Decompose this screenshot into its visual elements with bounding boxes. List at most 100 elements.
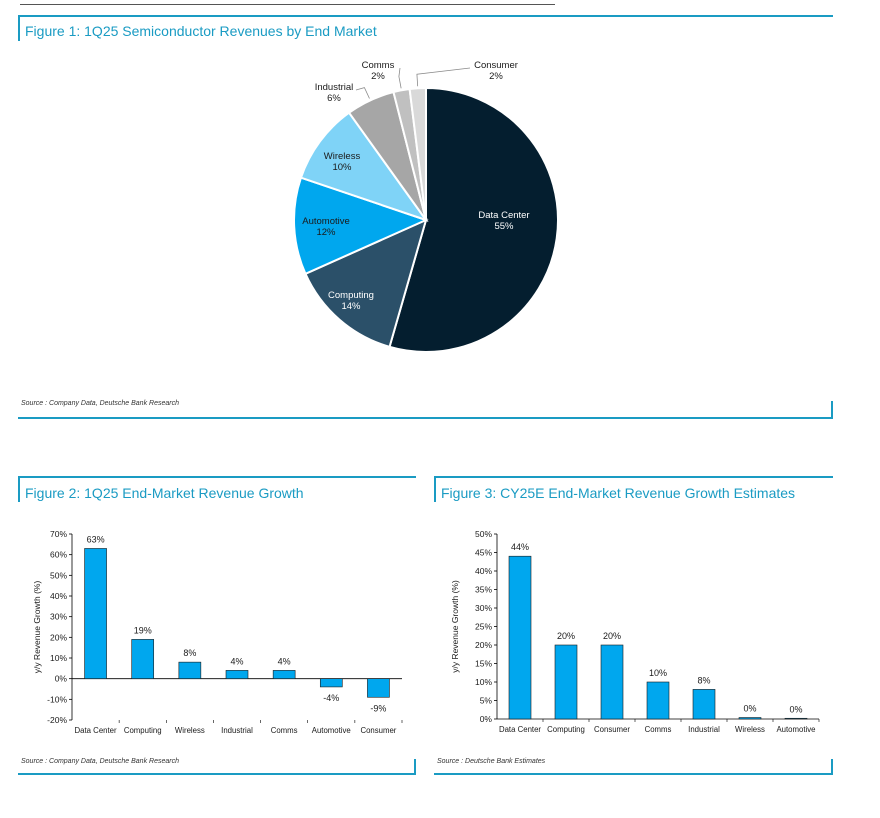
bar-data-center — [84, 548, 107, 679]
x-tick-label-automotive: Automotive — [312, 726, 351, 735]
pie-slice-automotive — [293, 176, 429, 276]
y-tick-label: 40% — [50, 591, 67, 601]
y-axis-title: y/y Revenue Growth (%) — [32, 581, 42, 674]
bar-industrial — [225, 670, 249, 679]
pie-label-wireless: Wireless — [324, 151, 361, 162]
bar-value-label: 19% — [134, 625, 152, 635]
y-tick-label: 45% — [475, 548, 492, 558]
y-tick-label: -10% — [47, 694, 67, 704]
figure-2-panel: Figure 2: 1Q25 End-Market Revenue Growth… — [18, 476, 416, 775]
y-tick-label: 20% — [50, 632, 67, 642]
bar-data-center — [508, 555, 532, 720]
y-tick-label: 0% — [480, 714, 493, 724]
y-tick-label: 40% — [475, 566, 492, 576]
figure-2-bottom-border — [18, 773, 416, 775]
figure-1-bottom-border — [18, 417, 833, 419]
y-tick-label: 30% — [50, 612, 67, 622]
top-rule — [20, 4, 555, 5]
x-tick-label-data-center: Data Center — [75, 726, 117, 735]
pie-leader-industrial — [355, 87, 370, 99]
figure-3-bar-chart: 50% 45% 40% 35% 30% 25% 20% 15% 10% 5% 0% y/y Reven… — [450, 529, 820, 734]
pie-label-automotive: Automotive — [302, 216, 350, 227]
figure-1-title: Figure 1: 1Q25 Semiconductor Revenues by… — [25, 23, 377, 39]
pie-label-computing: Computing — [328, 290, 374, 301]
y-tick-label: 10% — [475, 677, 492, 687]
bar-value-label: 0% — [743, 704, 756, 714]
x-tick-label-comms: Comms — [645, 725, 672, 734]
bar-industrial — [692, 689, 716, 720]
figure-3-right-border — [831, 759, 833, 775]
y-tick-label: 15% — [475, 659, 492, 669]
y-tick-label: -20% — [47, 715, 67, 725]
figure-3-bottom-border — [434, 773, 833, 775]
figure-3-panel: Figure 3: CY25E End-Market Revenue Growt… — [434, 476, 833, 775]
pie-value-consumer: 2% — [489, 71, 503, 82]
bar-value-label: 4% — [230, 656, 243, 666]
bar-comms — [646, 681, 670, 720]
bar-computing — [131, 639, 155, 679]
bar-value-label: 63% — [87, 534, 105, 544]
y-tick-label: 30% — [475, 603, 492, 613]
bar-consumer — [367, 678, 390, 698]
x-tick-label-computing: Computing — [547, 725, 585, 734]
figure-1-left-border — [18, 15, 20, 41]
y-tick-label: 60% — [50, 550, 67, 560]
figure-2-title: Figure 2: 1Q25 End-Market Revenue Growth — [25, 485, 304, 501]
pie-leader-consumer — [416, 67, 471, 87]
x-tick-label-industrial: Industrial — [221, 726, 253, 735]
x-tick-label-industrial: Industrial — [688, 725, 720, 734]
y-tick-label: 35% — [475, 585, 492, 595]
bar-value-label: 8% — [183, 648, 196, 658]
pie-label-industrial: Industrial — [315, 82, 354, 93]
pie-value-computing: 14% — [341, 301, 361, 312]
figure-2-bar-chart: 70% 60% 50% 40% 30% 20% 10% 0% -10% -20% y/y Reven… — [32, 529, 403, 735]
bar-consumer — [600, 644, 624, 720]
x-tick-label-comms: Comms — [271, 726, 298, 735]
bar-value-label: -4% — [323, 693, 339, 703]
y-tick-label: 5% — [480, 696, 493, 706]
y-tick-label: 20% — [475, 640, 492, 650]
x-tick-label-computing: Computing — [124, 726, 162, 735]
x-tick-label-data-center: Data Center — [499, 725, 541, 734]
bar-value-label: 20% — [603, 631, 621, 641]
x-tick-label-consumer: Consumer — [360, 726, 396, 735]
pie-label-comms: Comms — [362, 60, 395, 71]
bar-automotive — [784, 717, 808, 720]
figure-2-source: Source : Company Data, Deutsche Bank Res… — [21, 758, 179, 765]
pie-leader-comms — [398, 67, 402, 89]
figure-2-left-border — [18, 476, 20, 502]
figure-2-top-border — [18, 476, 416, 478]
bar-value-label: 20% — [557, 631, 575, 641]
bar-value-label: -9% — [370, 703, 386, 713]
pie-value-automotive: 12% — [316, 227, 336, 238]
x-tick-label-wireless: Wireless — [175, 726, 205, 735]
pie-label-consumer: Consumer — [474, 60, 518, 71]
figure-1-right-border — [831, 401, 833, 419]
y-axis-title: y/y Revenue Growth (%) — [450, 580, 460, 673]
pie-slice-data-center — [388, 86, 560, 353]
pie-slice-computing — [304, 218, 428, 349]
pie-value-data-center: 55% — [494, 221, 514, 232]
bar-comms — [272, 670, 296, 679]
bar-wireless — [178, 661, 202, 679]
pie-slice-wireless — [299, 111, 429, 222]
figure-3-top-border — [434, 476, 833, 478]
y-tick-label: 0% — [55, 674, 68, 684]
figure-3-title: Figure 3: CY25E End-Market Revenue Growt… — [441, 485, 796, 501]
pie-slice-consumer — [408, 86, 427, 221]
bar-computing — [554, 644, 578, 720]
figure-1-top-border — [18, 15, 833, 17]
figure-1-panel: Figure 1: 1Q25 Semiconductor Revenues by… — [18, 15, 833, 419]
y-tick-label: 25% — [475, 622, 492, 632]
bar-value-label: 4% — [278, 656, 291, 666]
bar-value-label: 0% — [789, 704, 802, 714]
pie-value-comms: 2% — [371, 71, 385, 82]
pie-label-data-center: Data Center — [478, 210, 529, 221]
x-tick-label-wireless: Wireless — [735, 725, 765, 734]
x-tick-label-automotive: Automotive — [776, 725, 815, 734]
x-tick-label-consumer: Consumer — [594, 725, 630, 734]
y-tick-label: 50% — [50, 570, 67, 580]
bar-value-label: 8% — [697, 675, 710, 685]
bar-wireless — [738, 717, 762, 720]
